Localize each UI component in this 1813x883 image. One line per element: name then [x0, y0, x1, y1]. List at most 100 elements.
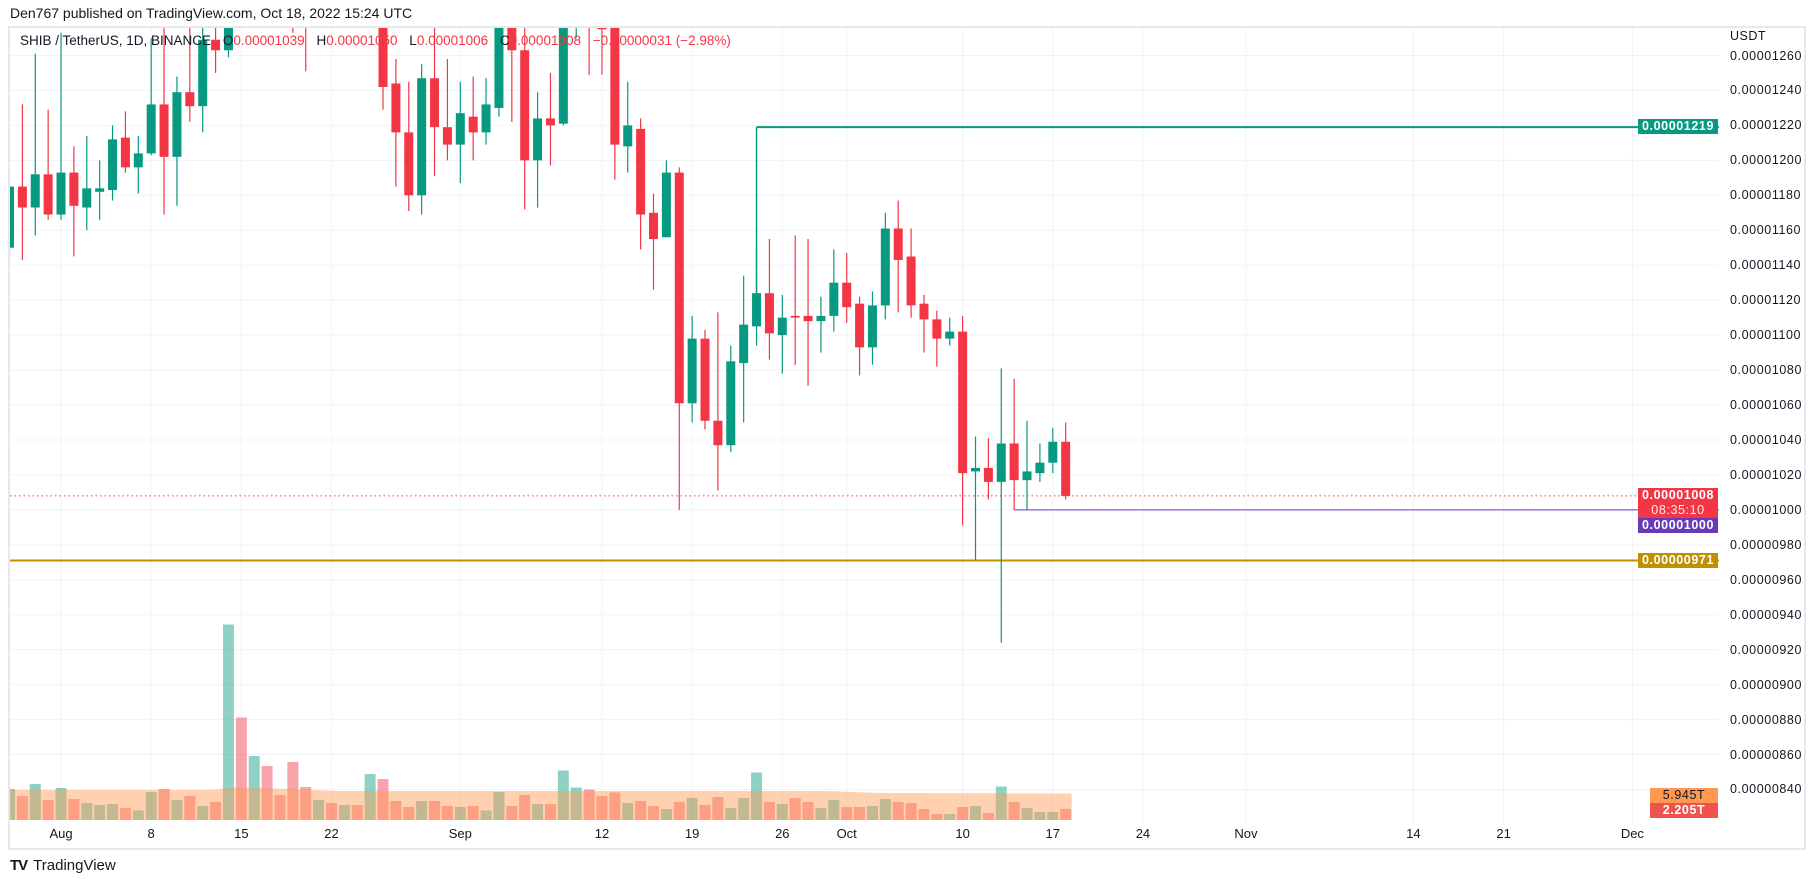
- last-price-text: 0.00001008: [1641, 487, 1715, 502]
- date-tick-label: Dec: [1620, 826, 1644, 841]
- volume-bar: [441, 806, 453, 820]
- candle: [752, 247, 762, 346]
- candle: [558, 28, 568, 126]
- volume-bar: [390, 801, 402, 820]
- volume-bar: [119, 808, 131, 820]
- candle-body: [893, 228, 903, 260]
- candle-body: [120, 137, 130, 168]
- candle: [30, 53, 40, 236]
- candle-body: [455, 113, 465, 145]
- legend-high: 0.00001050: [326, 33, 398, 48]
- candle-body: [971, 467, 980, 472]
- candle-body: [636, 128, 646, 215]
- candle-body: [597, 28, 607, 30]
- candle-body: [649, 212, 658, 239]
- price-tick-label: 0.00000860: [1730, 747, 1803, 762]
- price-tick-label: 0.00001160: [1730, 223, 1802, 238]
- volume-bar: [789, 798, 801, 820]
- tradingview-logo-icon: TV: [10, 857, 28, 874]
- volume-bar: [673, 802, 685, 820]
- price-tick-label: 0.00000880: [1730, 712, 1803, 727]
- candle: [687, 315, 697, 423]
- candle-body: [958, 331, 968, 474]
- last-price-badge: 0.00001008 08:35:10: [1638, 487, 1718, 518]
- volume-bar: [377, 779, 389, 820]
- date-tick-label: Sep: [448, 826, 472, 841]
- candle-body: [880, 228, 890, 306]
- date-tick-label: Oct: [836, 826, 857, 841]
- candle-body: [172, 92, 182, 157]
- volume-bar: [544, 804, 556, 820]
- candle: [739, 275, 749, 423]
- candle: [17, 104, 27, 260]
- candle-body: [198, 39, 208, 107]
- candle-body: [572, 0, 581, 3]
- candle: [120, 111, 130, 173]
- candle-body: [829, 282, 839, 316]
- candle-body: [95, 188, 105, 192]
- price-tick-label: 0.00001200: [1730, 153, 1803, 168]
- axis-unit: USDT: [1730, 29, 1767, 43]
- legend-open-key: O: [222, 33, 234, 48]
- candle: [855, 296, 865, 376]
- volume-bar: [648, 806, 659, 820]
- date-tick-label: 24: [1135, 826, 1151, 841]
- candle: [417, 64, 427, 215]
- candle: [56, 32, 66, 220]
- volume-bar: [583, 789, 595, 820]
- candle-body: [623, 125, 633, 147]
- volume-bar: [622, 803, 634, 820]
- volume-bar: [866, 806, 878, 820]
- candle: [867, 291, 877, 365]
- volume-ma-area: [10, 787, 1072, 820]
- volume-bar: [16, 796, 28, 820]
- candle-body: [661, 172, 671, 238]
- candle-body: [1009, 443, 1019, 481]
- candle: [649, 193, 658, 290]
- volume-bar: [416, 801, 428, 820]
- candle: [906, 228, 916, 318]
- volume-bar: [815, 808, 827, 820]
- candle: [842, 252, 852, 323]
- price-tick-label: 0.00000960: [1730, 572, 1803, 587]
- volume-bar: [660, 809, 672, 820]
- candle: [223, 28, 233, 58]
- candle-body: [211, 39, 221, 51]
- volume-bar: [1034, 812, 1046, 820]
- candle: [674, 167, 684, 510]
- price-tick-label: 0.00001260: [1730, 48, 1803, 63]
- level-1000-text: 0.00001000: [1641, 517, 1715, 532]
- tradingview-brand[interactable]: TV TradingView: [10, 857, 116, 874]
- candle: [292, 28, 294, 33]
- volume-bar: [313, 800, 325, 820]
- legend-symbol[interactable]: SHIB / TetherUS, 1D, BINANCE: [20, 33, 212, 48]
- candle-body: [816, 315, 826, 322]
- volume-bar: [145, 792, 157, 820]
- candle: [305, 28, 307, 72]
- volume-bar: [776, 804, 788, 820]
- legend-high-key: H: [316, 33, 327, 48]
- candles: [10, 0, 1071, 643]
- volume-bar: [918, 809, 930, 820]
- candle: [764, 238, 774, 360]
- candle-body: [223, 28, 233, 51]
- volume-bar: [596, 796, 608, 820]
- price-tick-label: 0.00000840: [1730, 782, 1803, 797]
- volume-bar: [493, 792, 505, 820]
- candle-body: [855, 303, 865, 348]
- candle: [520, 28, 530, 210]
- candle: [545, 72, 555, 166]
- volume-bar: [763, 802, 775, 820]
- candle-body: [133, 153, 143, 168]
- candle: [327, 0, 336, 12]
- price-tick-label: 0.00001020: [1730, 467, 1803, 482]
- volume-bar: [274, 795, 286, 820]
- candle-body: [713, 420, 723, 446]
- volume-bar: [995, 786, 1007, 820]
- volume-bar: [931, 814, 943, 820]
- price-tick-label: 0.00001080: [1730, 363, 1803, 378]
- volume-bar: [841, 807, 853, 820]
- price-tick-label: 0.00000920: [1730, 642, 1803, 657]
- candle: [494, 28, 504, 117]
